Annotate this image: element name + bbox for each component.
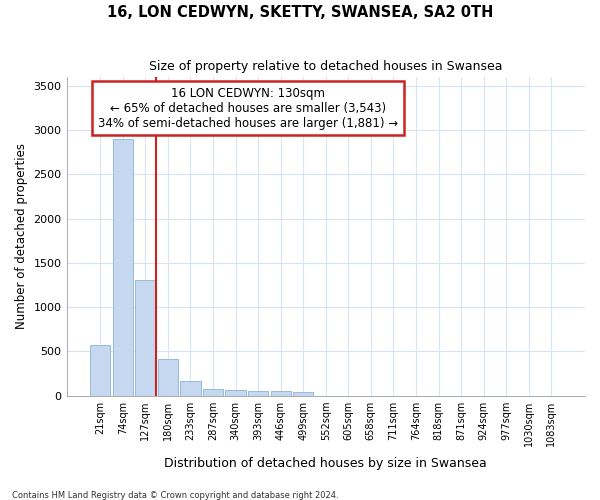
Bar	[113, 139, 133, 396]
Bar	[293, 392, 313, 396]
Bar	[90, 345, 110, 396]
Bar	[226, 390, 246, 396]
Text: Contains HM Land Registry data © Crown copyright and database right 2024.: Contains HM Land Registry data © Crown c…	[12, 490, 338, 500]
Bar	[181, 380, 200, 396]
Bar	[158, 358, 178, 396]
Bar	[271, 392, 291, 396]
Title: Size of property relative to detached houses in Swansea: Size of property relative to detached ho…	[149, 60, 503, 73]
Bar	[248, 391, 268, 396]
Bar	[135, 280, 155, 396]
Bar	[203, 389, 223, 396]
X-axis label: Distribution of detached houses by size in Swansea: Distribution of detached houses by size …	[164, 457, 487, 470]
Y-axis label: Number of detached properties: Number of detached properties	[15, 144, 28, 330]
Text: 16, LON CEDWYN, SKETTY, SWANSEA, SA2 0TH: 16, LON CEDWYN, SKETTY, SWANSEA, SA2 0TH	[107, 5, 493, 20]
Text: 16 LON CEDWYN: 130sqm
← 65% of detached houses are smaller (3,543)
34% of semi-d: 16 LON CEDWYN: 130sqm ← 65% of detached …	[98, 86, 398, 130]
